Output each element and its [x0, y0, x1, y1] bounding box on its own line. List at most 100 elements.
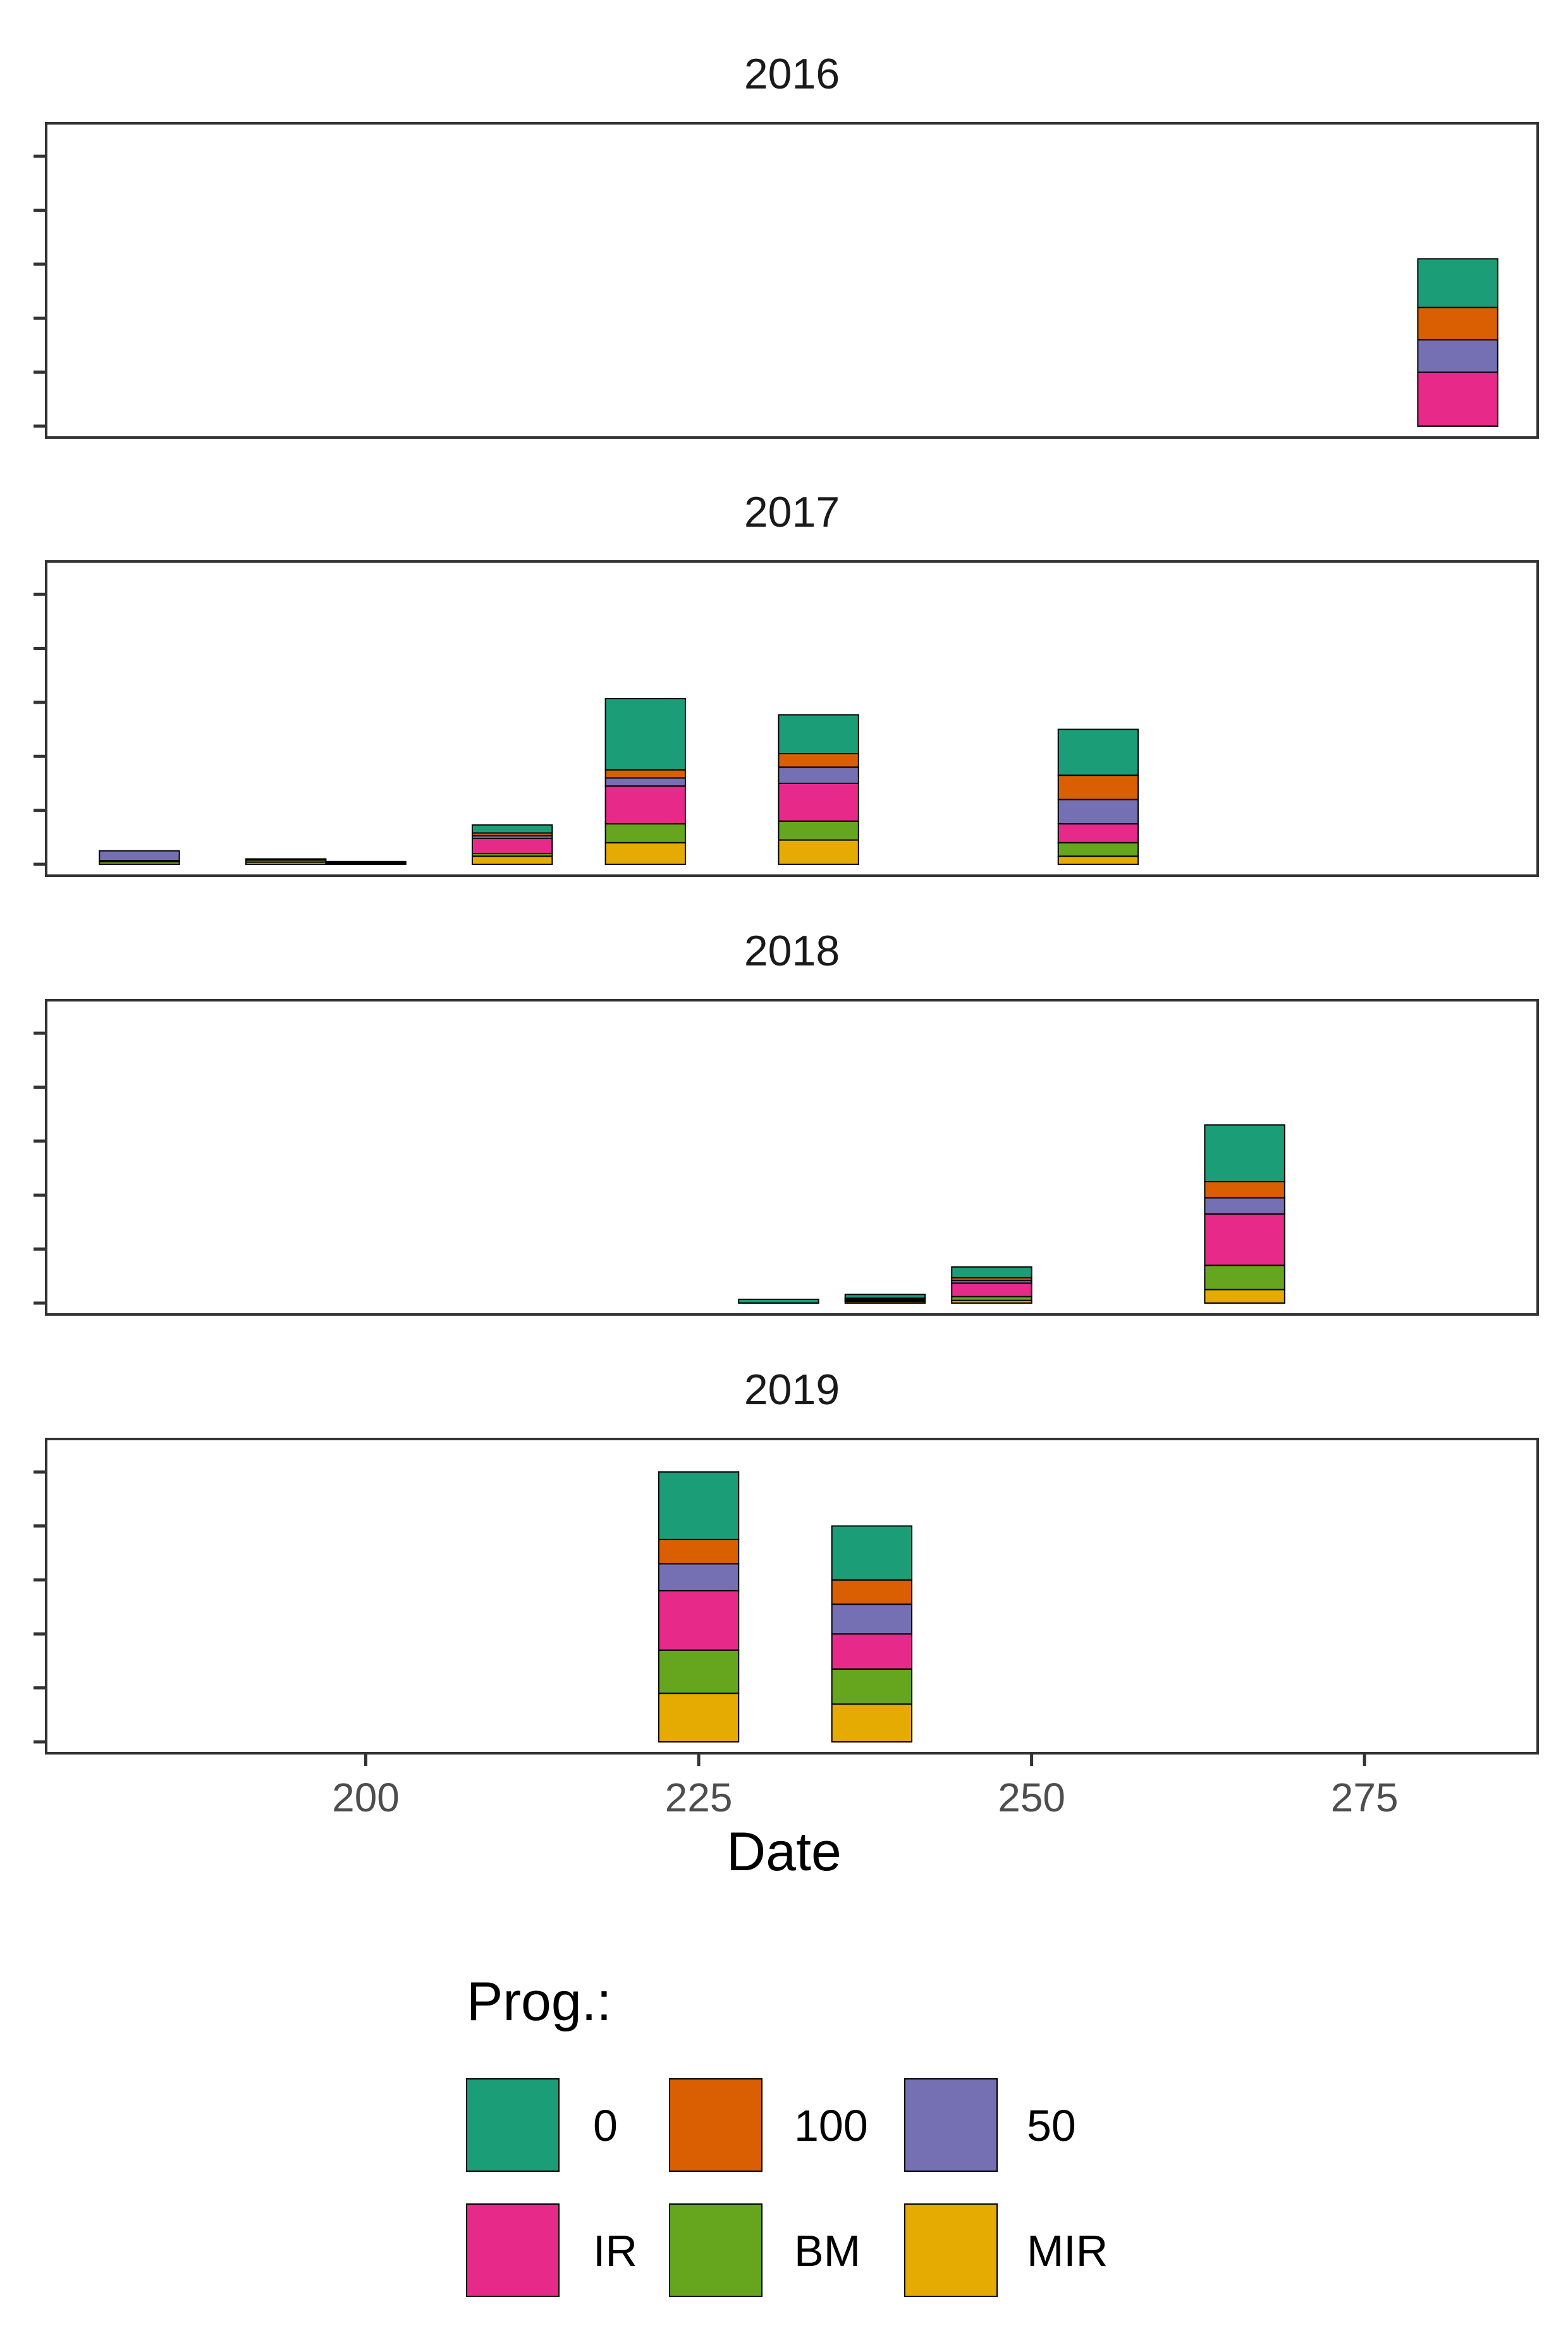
panel-2019: 2019	[34, 1366, 1539, 1755]
bar-segment-MIR	[472, 855, 553, 866]
bar-segment-MIR	[604, 842, 686, 865]
legend-label: 50	[1027, 2101, 1076, 2150]
legend-label: IR	[593, 2226, 637, 2275]
legend-item-MIR: MIR	[904, 2203, 1108, 2297]
bar-segment-0	[844, 1294, 926, 1299]
bar-segment-0	[951, 1266, 1032, 1278]
bar-stack	[604, 697, 686, 865]
bar-stack	[658, 1471, 740, 1743]
bar-segment-0	[1057, 728, 1139, 776]
bar-stack	[831, 1525, 913, 1743]
bar-segment-0	[1204, 1124, 1285, 1182]
bar-segment-IR	[658, 1589, 740, 1651]
panel-2017: 2017	[34, 488, 1539, 877]
bar-segment-100	[1417, 307, 1498, 341]
x-axis: 200 225 250 275	[332, 1753, 1399, 1820]
bar-segment-IR	[1417, 371, 1498, 427]
legend-key	[904, 2078, 998, 2172]
bar-segment-0	[472, 824, 553, 834]
legend-item-100: 100	[669, 2078, 868, 2172]
bar-segment-MIR	[831, 1703, 913, 1743]
bar-segment-50	[99, 850, 180, 862]
bar-segment-100	[778, 752, 859, 768]
legend-item-50: 50	[904, 2078, 1076, 2172]
x-axis-title: Date	[726, 1822, 842, 1882]
bar-segment-100	[604, 769, 686, 779]
legend-key	[669, 2078, 763, 2172]
legend-item-0: 0	[466, 2078, 618, 2172]
bar-segment-0	[604, 697, 686, 771]
bar-segment-MIR	[1057, 855, 1139, 866]
bar-segment-50	[1057, 799, 1139, 824]
legend-key	[466, 2203, 560, 2297]
bar-segment-0	[658, 1471, 740, 1540]
bar-segment-100	[658, 1538, 740, 1565]
bar-segment-50	[1204, 1197, 1285, 1215]
bar-segment-BM	[604, 823, 686, 843]
legend-key	[669, 2203, 763, 2297]
bar-segment-100	[1057, 775, 1139, 800]
bar-segment-50	[831, 1603, 913, 1635]
bar-segment-BM	[1204, 1265, 1285, 1290]
legend-label: 0	[593, 2101, 618, 2150]
bar-segment-50	[1417, 339, 1498, 373]
panel-border	[45, 1438, 1539, 1755]
facet-title: 2016	[744, 50, 840, 98]
bar-segment-IR	[831, 1633, 913, 1670]
panel-border	[45, 122, 1539, 439]
bar-stack	[472, 824, 553, 866]
bar-segment-IR	[472, 838, 553, 854]
bar-stack	[778, 714, 859, 866]
bar-segment-100	[831, 1579, 913, 1605]
bar-stack	[99, 850, 180, 865]
legend-item-BM: BM	[669, 2203, 861, 2297]
bar-segment-BM	[778, 820, 859, 841]
bar-segment-IR	[951, 1282, 1032, 1297]
legend-label: 100	[794, 2101, 868, 2150]
bar-segment-0	[738, 1299, 819, 1304]
facet-title: 2019	[744, 1366, 840, 1414]
facet-title: 2017	[744, 488, 840, 536]
bar-segment-MIR	[658, 1693, 740, 1743]
bar-segment-BM	[831, 1668, 913, 1705]
legend-label: BM	[794, 2226, 861, 2275]
bar-segment-MIR	[778, 839, 859, 866]
panel-border	[45, 560, 1539, 877]
bar-segment-BM	[1057, 842, 1139, 857]
bar-stack	[951, 1266, 1032, 1304]
x-tick-label: 275	[1331, 1775, 1399, 1820]
bar-stack	[738, 1299, 819, 1304]
bar-stack	[1057, 728, 1139, 866]
x-tick-label: 250	[998, 1775, 1065, 1820]
legend-item-IR: IR	[466, 2203, 637, 2297]
facet-title: 2018	[744, 927, 840, 975]
bar-segment-IR	[778, 782, 859, 822]
legend-label: MIR	[1027, 2226, 1108, 2275]
bar-stack	[245, 858, 327, 866]
bar-segment-50	[604, 777, 686, 787]
bar-segment-50	[778, 766, 859, 784]
bar-stack	[325, 861, 407, 866]
bar-segment-IR	[1057, 823, 1139, 843]
legend: Prog.: 0 100 50 IR BM MIR	[466, 1971, 1108, 2297]
bar-segment-IR	[1204, 1213, 1285, 1266]
bar-segment-MIR	[1204, 1289, 1285, 1304]
legend-title: Prog.:	[467, 1971, 611, 2032]
bar-segment-100	[1204, 1180, 1285, 1199]
panel-2018: 2018	[34, 927, 1539, 1316]
bar-segment-IR	[604, 785, 686, 824]
panels-layer: 2016 2017 2018 2019	[34, 50, 1539, 1755]
legend-key	[466, 2078, 560, 2172]
bar-segment-BM	[658, 1649, 740, 1694]
bar-segment-0	[831, 1525, 913, 1581]
bar-segment-0	[778, 714, 859, 754]
bar-segment-50	[658, 1563, 740, 1591]
panel-border	[45, 999, 1539, 1316]
x-tick-label: 200	[332, 1775, 400, 1820]
legend-key	[904, 2203, 998, 2297]
bar-stack	[1417, 258, 1498, 427]
panel-2016: 2016	[34, 50, 1539, 439]
bar-stack	[1204, 1124, 1285, 1304]
bar-segment-0	[1417, 258, 1498, 309]
